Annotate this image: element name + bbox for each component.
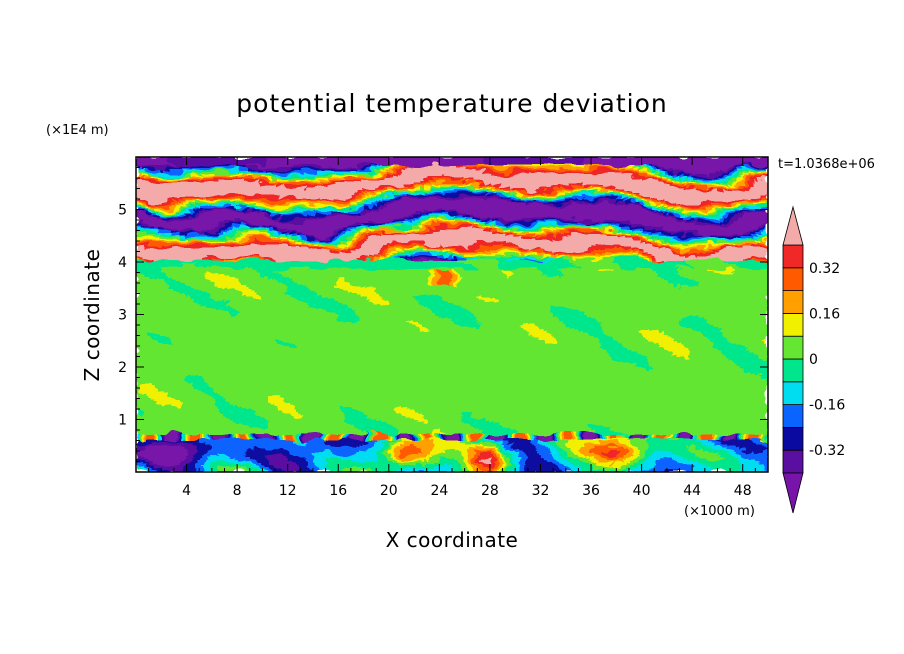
colorbar-swatch [782,381,804,405]
colorbar-swatch [782,426,804,451]
colorbar-over-arrow [782,205,804,246]
colorbar-label: -0.32 [809,443,845,459]
x-tick-label: 24 [430,483,448,499]
colorbar-label: -0.16 [809,398,845,414]
x-tick-label: 12 [279,483,297,499]
x-axis-label: X coordinate [386,528,519,552]
contour-field [136,157,768,472]
colorbar-swatch [782,335,804,360]
y-tick-label: 1 [118,413,127,429]
x-tick-label: 48 [734,483,752,499]
x-unit-label: (×1000 m) [684,504,755,519]
colorbar-label: 0.16 [809,306,840,322]
chart-title: potential temperature deviation [236,89,667,118]
x-tick-label: 44 [683,483,701,499]
time-label: t=1.0368e+06 [778,157,875,172]
colorbar-swatch [782,290,804,314]
colorbar-label: 0 [809,352,818,368]
colorbar: 0.32 0.16 0 -0.16 -0.32 [782,205,845,514]
colorbar-swatch [782,404,804,428]
x-tick-label: 16 [329,483,347,499]
colorbar-swatch [782,312,804,337]
y-axis-label: Z coordinate [80,249,104,382]
colorbar-swatch [782,267,804,291]
y-axis-ticks: 1 2 3 4 5 [118,167,768,462]
x-tick-label: 8 [233,483,242,499]
x-tick-label: 4 [182,483,191,499]
y-unit-label: (×1E4 m) [46,123,109,138]
y-tick-label: 3 [118,308,127,324]
y-tick-label: 5 [118,203,127,219]
x-tick-label: 32 [532,483,550,499]
colorbar-label: 0.32 [809,261,840,277]
y-tick-label: 2 [118,360,127,376]
x-tick-label: 40 [633,483,651,499]
x-tick-label: 28 [481,483,499,499]
colorbar-swatch [782,449,804,474]
x-tick-label: 36 [582,483,600,499]
y-tick-label: 4 [118,255,127,271]
contour-image [136,157,768,472]
x-tick-label: 20 [380,483,398,499]
colorbar-swatch [782,244,804,269]
colorbar-swatch [782,358,804,383]
colorbar-under-arrow [782,472,804,514]
x-axis-ticks: 4 8 12 16 20 24 28 32 36 40 44 48 [148,157,756,499]
